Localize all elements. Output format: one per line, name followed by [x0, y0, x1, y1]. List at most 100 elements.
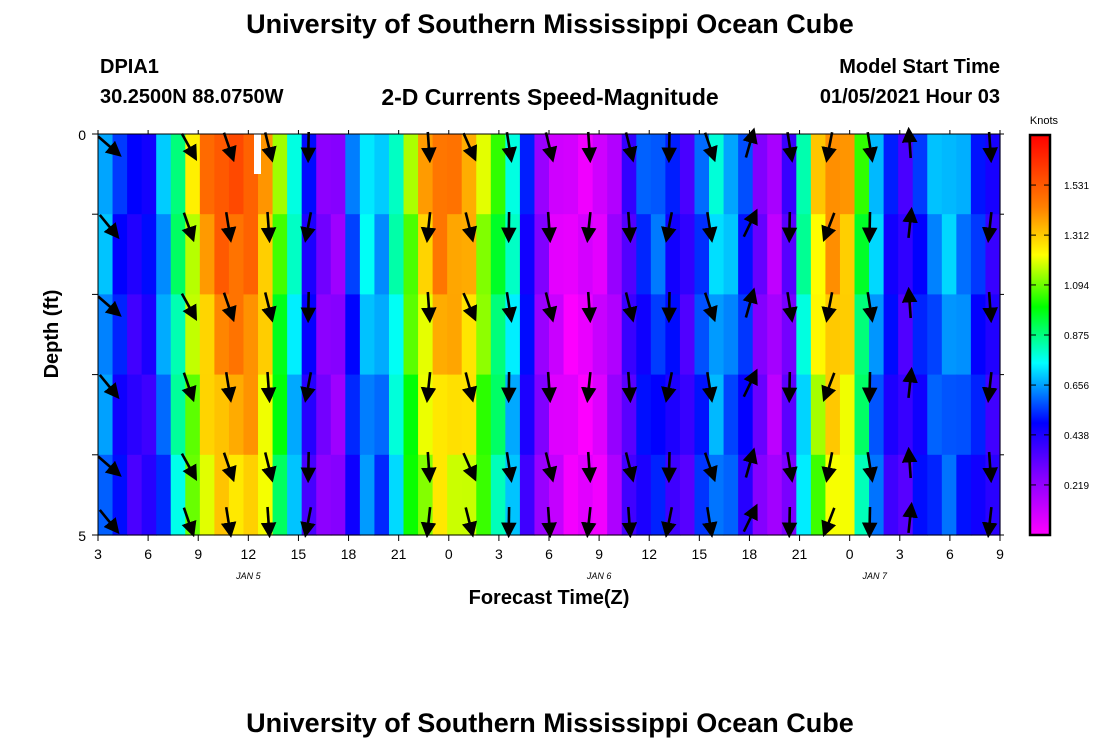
heatmap-cell [723, 454, 739, 536]
current-arrow [982, 291, 998, 324]
heatmap-cell [839, 374, 856, 456]
current-arrow [782, 451, 798, 483]
current-arrow [742, 368, 758, 398]
heatmap-cell [578, 134, 594, 215]
heatmap-cell [403, 374, 419, 456]
heatmap-cell [418, 134, 434, 215]
x-tick-label: 3 [94, 546, 102, 562]
current-arrow [97, 295, 122, 317]
heatmap-cell [970, 454, 987, 536]
heatmap-cell [447, 214, 463, 295]
heatmap-cell [636, 294, 652, 376]
current-arrow [622, 452, 638, 483]
current-arrow [221, 452, 237, 483]
heatmap-cell [214, 454, 230, 536]
colorbar-tick-label: 1.312 [1064, 231, 1089, 242]
heatmap-cell [345, 134, 361, 215]
heatmap-cell [199, 454, 215, 536]
current-arrow [782, 291, 798, 323]
current-arrow [901, 286, 918, 319]
heatmap-cell [854, 294, 870, 376]
heatmap-cell [869, 134, 885, 215]
current-arrow [260, 506, 277, 539]
heatmap-cell [796, 454, 812, 536]
heatmap-cell [898, 374, 914, 456]
heatmap-cell [650, 134, 666, 215]
current-arrow [181, 372, 197, 403]
heatmap-cell [388, 214, 405, 295]
heatmap-cell [272, 134, 288, 215]
current-arrow [98, 374, 120, 400]
heatmap-cell [650, 294, 666, 376]
heatmap-cell [912, 214, 928, 295]
heatmap-cell [228, 454, 245, 536]
heatmap-cell [476, 374, 492, 456]
heatmap-cell [272, 294, 288, 376]
current-arrow [542, 292, 558, 323]
heatmap-cell [679, 134, 696, 215]
x-tick-label: 15 [692, 546, 708, 562]
x-tick-label: 18 [742, 546, 758, 562]
heatmap-cell [679, 454, 696, 536]
x-axis: 3 6 9 12 15 18 21 0 3 6 9 12 15 18 21 0 3 6 9 JAN 5 JAN 6 JAN… [94, 130, 1004, 581]
heatmap-cell [330, 454, 346, 536]
heatmap-cell [432, 214, 448, 295]
heatmap-cell [287, 214, 303, 295]
heatmap-cell [447, 374, 463, 456]
current-arrow [861, 506, 878, 539]
current-arrow [581, 291, 598, 324]
heatmap-cell [156, 294, 172, 376]
heatmap-cell [490, 454, 506, 536]
heatmap-cell [738, 374, 754, 456]
heatmap-cell [912, 374, 928, 456]
heatmap-cell [519, 374, 536, 456]
heatmap-cell [956, 454, 972, 536]
heatmap-cell [214, 294, 230, 376]
current-arrow [661, 211, 677, 243]
heatmap-cell [796, 214, 812, 295]
heatmap-cell [694, 214, 710, 295]
heatmap-cell [549, 214, 565, 295]
heatmap-cell [869, 374, 885, 456]
heatmap-cell [418, 294, 434, 376]
heatmap-cell [985, 374, 1001, 456]
heatmap-cell [490, 374, 506, 456]
heatmap-cell [141, 374, 157, 456]
heatmap-cell [388, 374, 405, 456]
heatmap-cell [199, 294, 215, 376]
current-arrow [501, 291, 518, 323]
current-arrow [97, 455, 122, 477]
current-arrow [821, 372, 837, 402]
current-arrow [462, 452, 477, 482]
heatmap-cell [388, 454, 405, 536]
colorbar-tick-label: 0.438 [1064, 431, 1089, 442]
heatmap-cell [98, 214, 114, 295]
heatmap-cell [563, 374, 579, 456]
heatmap-cell [941, 374, 957, 456]
heatmap-cell [258, 454, 274, 536]
current-arrow [420, 211, 437, 244]
heatmap-cell [956, 214, 972, 295]
current-arrow [98, 214, 120, 240]
heatmap-cell [432, 454, 448, 536]
current-arrow [862, 451, 878, 483]
heatmap-cell [476, 134, 492, 215]
heatmap-cell [388, 134, 405, 215]
heatmap-cell [636, 454, 652, 536]
heatmap-cell [738, 454, 754, 536]
heatmap-cell [330, 374, 346, 456]
heatmap-cell [883, 214, 899, 295]
current-arrow [702, 292, 718, 323]
heatmap-cell [796, 294, 812, 376]
heatmap-cell [912, 294, 928, 376]
x-tick-label: 9 [996, 546, 1004, 562]
x-tick-label: 9 [595, 546, 603, 562]
current-arrow [420, 506, 437, 539]
main-title: University of Southern Mississippi Ocean… [246, 9, 854, 39]
footer-title: University of Southern Mississippi Ocean… [246, 708, 854, 738]
heatmap-cell [418, 454, 434, 536]
heatmap-cell [607, 454, 623, 536]
current-arrow [180, 452, 198, 481]
heatmap-cell [869, 214, 885, 295]
heatmap-cell [752, 454, 768, 536]
